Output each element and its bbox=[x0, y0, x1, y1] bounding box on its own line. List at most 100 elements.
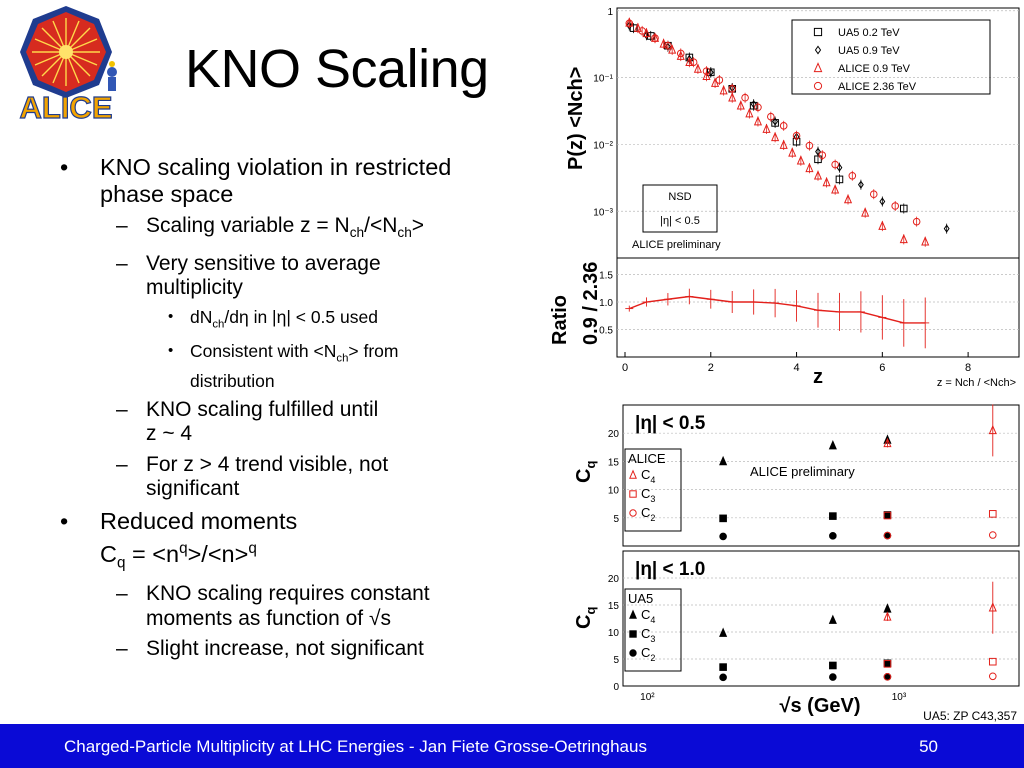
ratio-series-line bbox=[629, 295, 926, 324]
pz-point-alice-0-9-tev bbox=[771, 131, 780, 142]
sub-bullet-trend: For z > 4 trend visible, not significant bbox=[60, 453, 540, 502]
cq-panel-title: |η| < 0.5 bbox=[635, 413, 706, 434]
pz-y-tick-label: 10⁻³ bbox=[593, 207, 613, 218]
cq-x-tick-label: 10² bbox=[640, 692, 655, 703]
pz-legend-label: ALICE 0.9 TeV bbox=[838, 63, 911, 75]
cq-point-alice-c4 bbox=[988, 424, 997, 435]
pz-point-alice-2-36-tev bbox=[702, 67, 711, 75]
pz-point-ua5-0-9-tev bbox=[879, 197, 886, 206]
pz-preliminary-label: ALICE preliminary bbox=[632, 239, 721, 251]
cq-legend-box bbox=[624, 448, 682, 532]
sub-bullet-slight-increase: Slight increase, not significant bbox=[60, 637, 540, 662]
cq-point-alice-c3 bbox=[883, 511, 892, 520]
pz-point-alice-0-9-tev bbox=[788, 147, 797, 157]
cq-point-alice-c2 bbox=[883, 531, 892, 540]
cq-point-alice-c3 bbox=[883, 660, 892, 668]
pz-point-ua5-0-9-tev bbox=[772, 117, 779, 126]
cq-y-tick-label: 20 bbox=[608, 574, 620, 585]
pz-y-tick-label: 1 bbox=[607, 7, 613, 18]
pz-point-alice-0-9-tev bbox=[702, 70, 711, 80]
cq-point-ua5-c2 bbox=[829, 532, 837, 540]
pz-legend-marker bbox=[813, 27, 823, 37]
pz-point-alice-2-36-tev bbox=[741, 93, 749, 102]
cq-x-axis-label: √s (GeV) bbox=[780, 695, 861, 717]
plots-canvas: 10⁻³ 10⁻² 10⁻¹ 1 P(z) <Nch> UA5 0.2 TeV UA5 0.… bbox=[549, 7, 1020, 723]
cq-y-axis-label: Cq bbox=[573, 607, 598, 629]
cq-point-alice-c2 bbox=[988, 672, 997, 681]
sub-bullet-fulfilled: KNO scaling fulfilled until z ~ 4 bbox=[60, 398, 540, 447]
pz-legend-label: ALICE 2.36 TeV bbox=[838, 81, 917, 93]
ratio-x-tick-label: 0 bbox=[622, 362, 628, 374]
pz-point-alice-2-36-tev bbox=[831, 160, 839, 169]
pz-point-alice-2-36-tev bbox=[779, 122, 788, 130]
cq-panel-title: |η| < 1.0 bbox=[635, 559, 705, 580]
cq-legend-label: C3 bbox=[641, 626, 655, 644]
cq-preliminary-label: ALICE preliminary bbox=[750, 464, 855, 479]
footer-bar: Charged-Particle Multiplicity at LHC Ene… bbox=[0, 724, 1024, 768]
bullet-reduced-moments: Reduced moments Cq = <nq>/<n>q bbox=[60, 508, 540, 577]
cq-legend-label-sub: 4 bbox=[650, 475, 655, 485]
pz-y-axis-label: P(z) <Nch> bbox=[565, 67, 587, 170]
cq-point-alice-c4 bbox=[883, 437, 892, 448]
cq-point-ua5-c2 bbox=[719, 532, 727, 541]
cq-legend-title: ALICE bbox=[628, 451, 666, 466]
pz-point-ua5-0-9-tev bbox=[943, 224, 950, 233]
ratio-x-tick-label: 6 bbox=[879, 362, 885, 374]
pz-point-alice-2-36-tev bbox=[625, 19, 634, 28]
cq-legend-marker bbox=[629, 649, 637, 657]
cq-legend-label: C2 bbox=[641, 505, 655, 523]
cq-point-alice-c2 bbox=[988, 531, 997, 539]
pz-point-ua5-0-2-tev bbox=[835, 175, 844, 184]
cq-legend-label-sub: 2 bbox=[650, 653, 655, 663]
pz-point-ua5-0-9-tev bbox=[750, 100, 757, 109]
pz-point-ua5-0-9-tev bbox=[815, 147, 821, 156]
cq-point-ua5-c3 bbox=[829, 661, 837, 670]
cq-y-axis-label-sub: q bbox=[583, 607, 598, 615]
cq-y-tick-label: 20 bbox=[608, 429, 620, 440]
cq-point-alice-c4 bbox=[988, 602, 997, 612]
pz-legend-marker bbox=[813, 81, 823, 91]
pz-point-ua5-0-2-tev bbox=[899, 204, 908, 213]
pz-point-alice-0-9-tev bbox=[796, 155, 805, 165]
pz-point-alice-0-9-tev bbox=[899, 233, 908, 244]
ratio-plot-frame bbox=[616, 257, 1020, 358]
ratio-x-tick-label: 2 bbox=[708, 362, 714, 374]
pz-point-alice-2-36-tev bbox=[715, 76, 724, 84]
pz-point-alice-0-9-tev bbox=[728, 92, 737, 102]
pz-point-ua5-0-9-tev bbox=[626, 21, 633, 30]
cq-x-tick-label: 10³ bbox=[892, 692, 907, 703]
ratio-y-tick-label: 1.0 bbox=[599, 298, 613, 309]
pz-legend-marker bbox=[813, 62, 823, 73]
ratio-y-tick-label: 1.5 bbox=[599, 271, 613, 282]
cq-legend-label-sub: 3 bbox=[650, 494, 655, 504]
cq-y-tick-label: 0 bbox=[613, 682, 619, 693]
cq-legend-marker bbox=[629, 609, 637, 619]
cq-plot-frame-1 bbox=[622, 550, 1020, 687]
ratio-x-label-z: z bbox=[813, 366, 823, 388]
cq-y-axis-label: Cq bbox=[573, 461, 598, 483]
cq-legend-marker bbox=[629, 469, 637, 479]
cq-point-ua5-c4 bbox=[828, 440, 837, 450]
pz-point-alice-0-9-tev bbox=[736, 100, 745, 110]
cq-point-ua5-c3 bbox=[719, 663, 727, 671]
cq-point-ua5-c4 bbox=[719, 455, 728, 466]
pz-point-alice-0-9-tev bbox=[822, 176, 831, 187]
pz-point-ua5-0-9-tev bbox=[857, 180, 864, 189]
pz-annotation-nsd: NSD bbox=[668, 191, 691, 203]
third-bullet-dndeta: dNch/dη in |η| < 0.5 used bbox=[60, 306, 540, 336]
cq-legend-label: C4 bbox=[641, 607, 655, 625]
third-bullet-consistent: Consistent with <Nch> from distribution bbox=[60, 340, 540, 392]
pz-legend-marker bbox=[814, 45, 822, 55]
pz-point-alice-2-36-tev bbox=[891, 202, 900, 210]
pz-point-alice-0-9-tev bbox=[668, 44, 677, 54]
slide-title: KNO Scaling bbox=[185, 39, 489, 99]
pz-point-alice-0-9-tev bbox=[861, 207, 870, 217]
pz-point-alice-0-9-tev bbox=[693, 63, 702, 73]
cq-point-ua5-c4 bbox=[828, 614, 837, 624]
ua5-reference-label: UA5: ZP C43,357 bbox=[923, 709, 1017, 723]
cq-legend-label-sub: 4 bbox=[650, 615, 655, 625]
pz-point-alice-2-36-tev bbox=[818, 151, 827, 160]
pz-point-alice-0-9-tev bbox=[779, 139, 788, 149]
pz-point-ua5-0-9-tev bbox=[707, 68, 714, 77]
pz-point-alice-2-36-tev bbox=[754, 103, 762, 112]
